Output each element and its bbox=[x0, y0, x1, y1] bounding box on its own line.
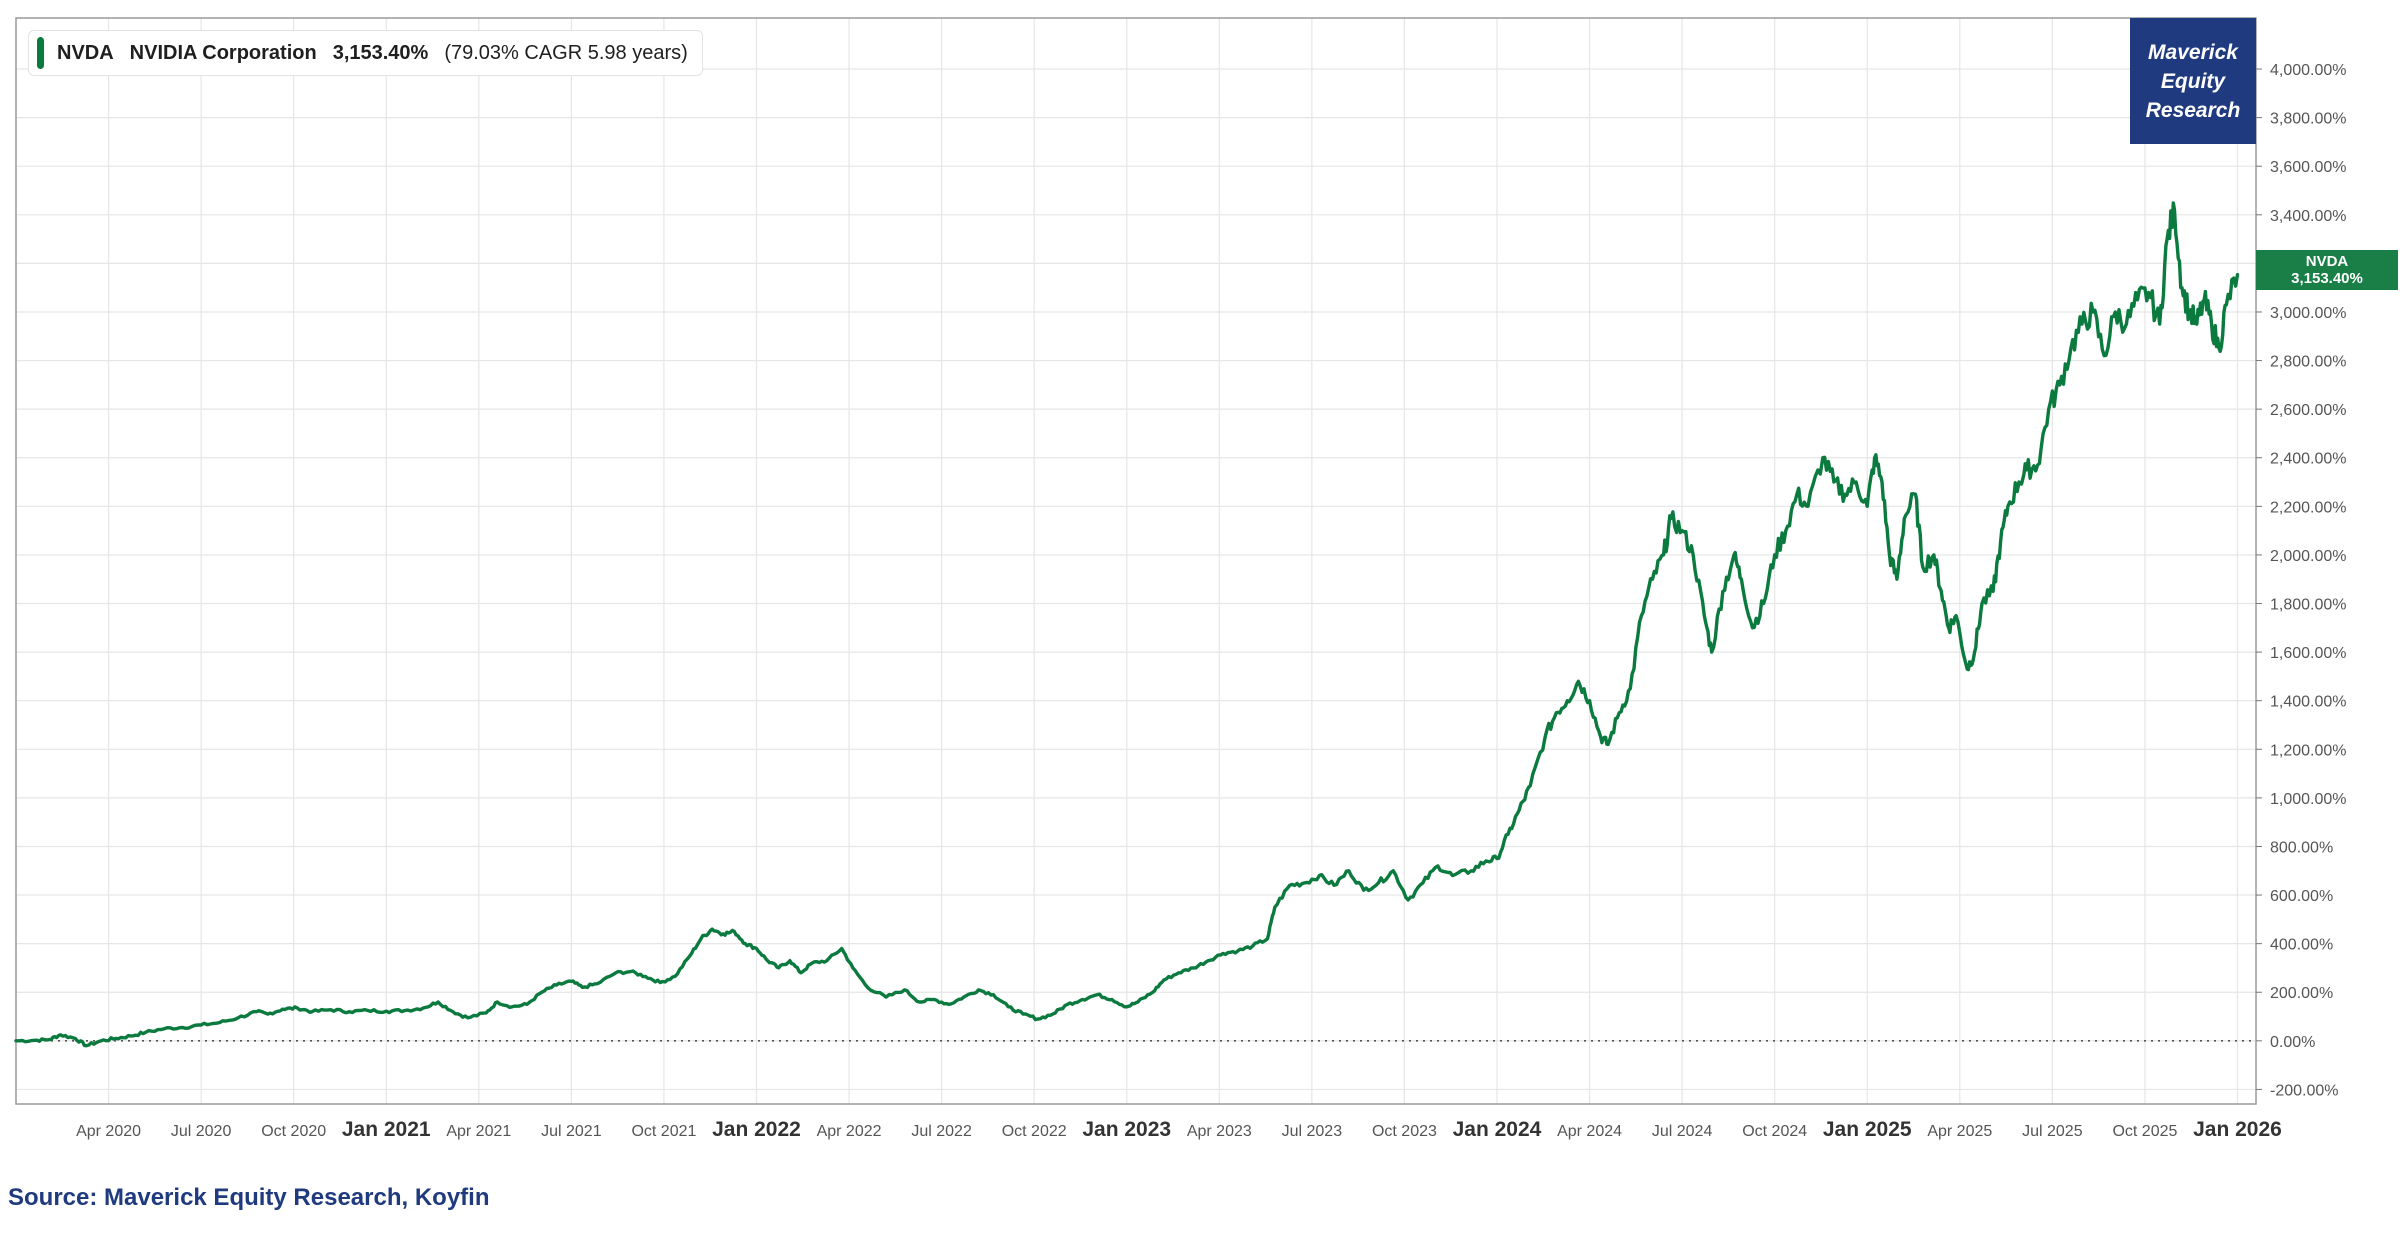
brand-logo: Maverick Equity Research bbox=[2130, 18, 2256, 144]
plot-border bbox=[15, 17, 2257, 1105]
last-value-ticker: NVDA bbox=[2305, 253, 2349, 270]
axes: -200.00% 0.00% 200.00% 400.00% 600.00% 800.00… bbox=[15, 17, 2347, 1141]
y-tick-label: 3,400.00% bbox=[2270, 208, 2347, 225]
x-tick-label: Oct 2022 bbox=[1002, 1123, 1067, 1140]
y-tick-label: 200.00% bbox=[2270, 985, 2333, 1002]
y-tick-label: 2,200.00% bbox=[2270, 499, 2347, 516]
x-tick-label: Apr 2020 bbox=[76, 1123, 141, 1140]
y-tick-label: 2,000.00% bbox=[2270, 548, 2347, 565]
brand-line-2: Equity bbox=[2160, 69, 2226, 93]
x-tick-label: Jul 2021 bbox=[541, 1123, 602, 1140]
y-tick-label: -200.00% bbox=[2270, 1082, 2339, 1099]
x-tick-label: Jul 2023 bbox=[1282, 1123, 1343, 1140]
y-tick-label: 1,000.00% bbox=[2270, 791, 2347, 808]
legend-swatch bbox=[37, 37, 44, 69]
x-tick-label: Apr 2021 bbox=[446, 1123, 511, 1140]
legend-company: NVIDIA Corporation bbox=[129, 41, 317, 64]
y-tick-label: 400.00% bbox=[2270, 937, 2333, 954]
last-value-tag: NVDA 3,153.40% bbox=[2256, 250, 2398, 290]
y-tick-label: 3,600.00% bbox=[2270, 159, 2347, 176]
x-tick-label: Apr 2023 bbox=[1187, 1123, 1252, 1140]
series bbox=[14, 201, 2240, 1048]
x-tick-label: Jan 2026 bbox=[2193, 1118, 2282, 1141]
x-tick-label: Apr 2024 bbox=[1557, 1123, 1622, 1140]
x-tick-label: Jul 2024 bbox=[1652, 1123, 1713, 1140]
y-tick-label: 2,600.00% bbox=[2270, 402, 2347, 419]
brand-line-1: Maverick bbox=[2148, 40, 2238, 64]
y-tick-label: 1,200.00% bbox=[2270, 742, 2347, 759]
x-tick-label: Jan 2021 bbox=[342, 1118, 431, 1141]
legend-return: 3,153.40% bbox=[332, 41, 429, 64]
y-tick-label: 800.00% bbox=[2270, 839, 2333, 856]
legend-cagr: (79.03% CAGR 5.98 years) bbox=[444, 41, 688, 64]
x-tick-label: Oct 2023 bbox=[1372, 1123, 1437, 1140]
legend-ticker: NVDA bbox=[57, 41, 114, 64]
y-tick-label: 2,400.00% bbox=[2270, 451, 2347, 468]
x-tick-label: Apr 2022 bbox=[817, 1123, 882, 1140]
x-tick-label: Jan 2024 bbox=[1453, 1118, 1542, 1141]
series-line-nvda bbox=[14, 201, 2240, 1048]
x-tick-label: Oct 2024 bbox=[1742, 1123, 1807, 1140]
x-tick-label: Jan 2023 bbox=[1082, 1118, 1171, 1141]
x-tick-label: Jan 2025 bbox=[1823, 1118, 1912, 1141]
last-value-number: 3,153.40% bbox=[2291, 270, 2363, 287]
y-tick-label: 0.00% bbox=[2270, 1034, 2315, 1051]
x-tick-label: Apr 2025 bbox=[1927, 1123, 1992, 1140]
y-tick-label: 600.00% bbox=[2270, 888, 2333, 905]
y-tick-label: 1,600.00% bbox=[2270, 645, 2347, 662]
x-tick-label: Oct 2021 bbox=[631, 1123, 696, 1140]
y-tick-label: 2,800.00% bbox=[2270, 354, 2347, 371]
y-tick-label: 1,800.00% bbox=[2270, 597, 2347, 614]
y-tick-label: 1,400.00% bbox=[2270, 694, 2347, 711]
brand-line-3: Research bbox=[2145, 98, 2241, 122]
x-tick-label: Jul 2020 bbox=[171, 1123, 232, 1140]
x-tick-label: Jan 2022 bbox=[712, 1118, 801, 1141]
y-tick-label: 3,000.00% bbox=[2270, 305, 2347, 322]
grid bbox=[16, 18, 2256, 1104]
y-tick-label: 3,800.00% bbox=[2270, 111, 2347, 128]
y-tick-label: 4,000.00% bbox=[2270, 62, 2347, 79]
x-tick-label: Jul 2025 bbox=[2022, 1123, 2083, 1140]
x-tick-label: Oct 2020 bbox=[261, 1123, 326, 1140]
source-note: Source: Maverick Equity Research, Koyfin bbox=[8, 1184, 490, 1211]
chart-legend: NVDA NVIDIA Corporation 3,153.40% (79.03… bbox=[28, 30, 703, 76]
x-tick-label: Jul 2022 bbox=[911, 1123, 972, 1140]
x-tick-label: Oct 2025 bbox=[2112, 1123, 2177, 1140]
